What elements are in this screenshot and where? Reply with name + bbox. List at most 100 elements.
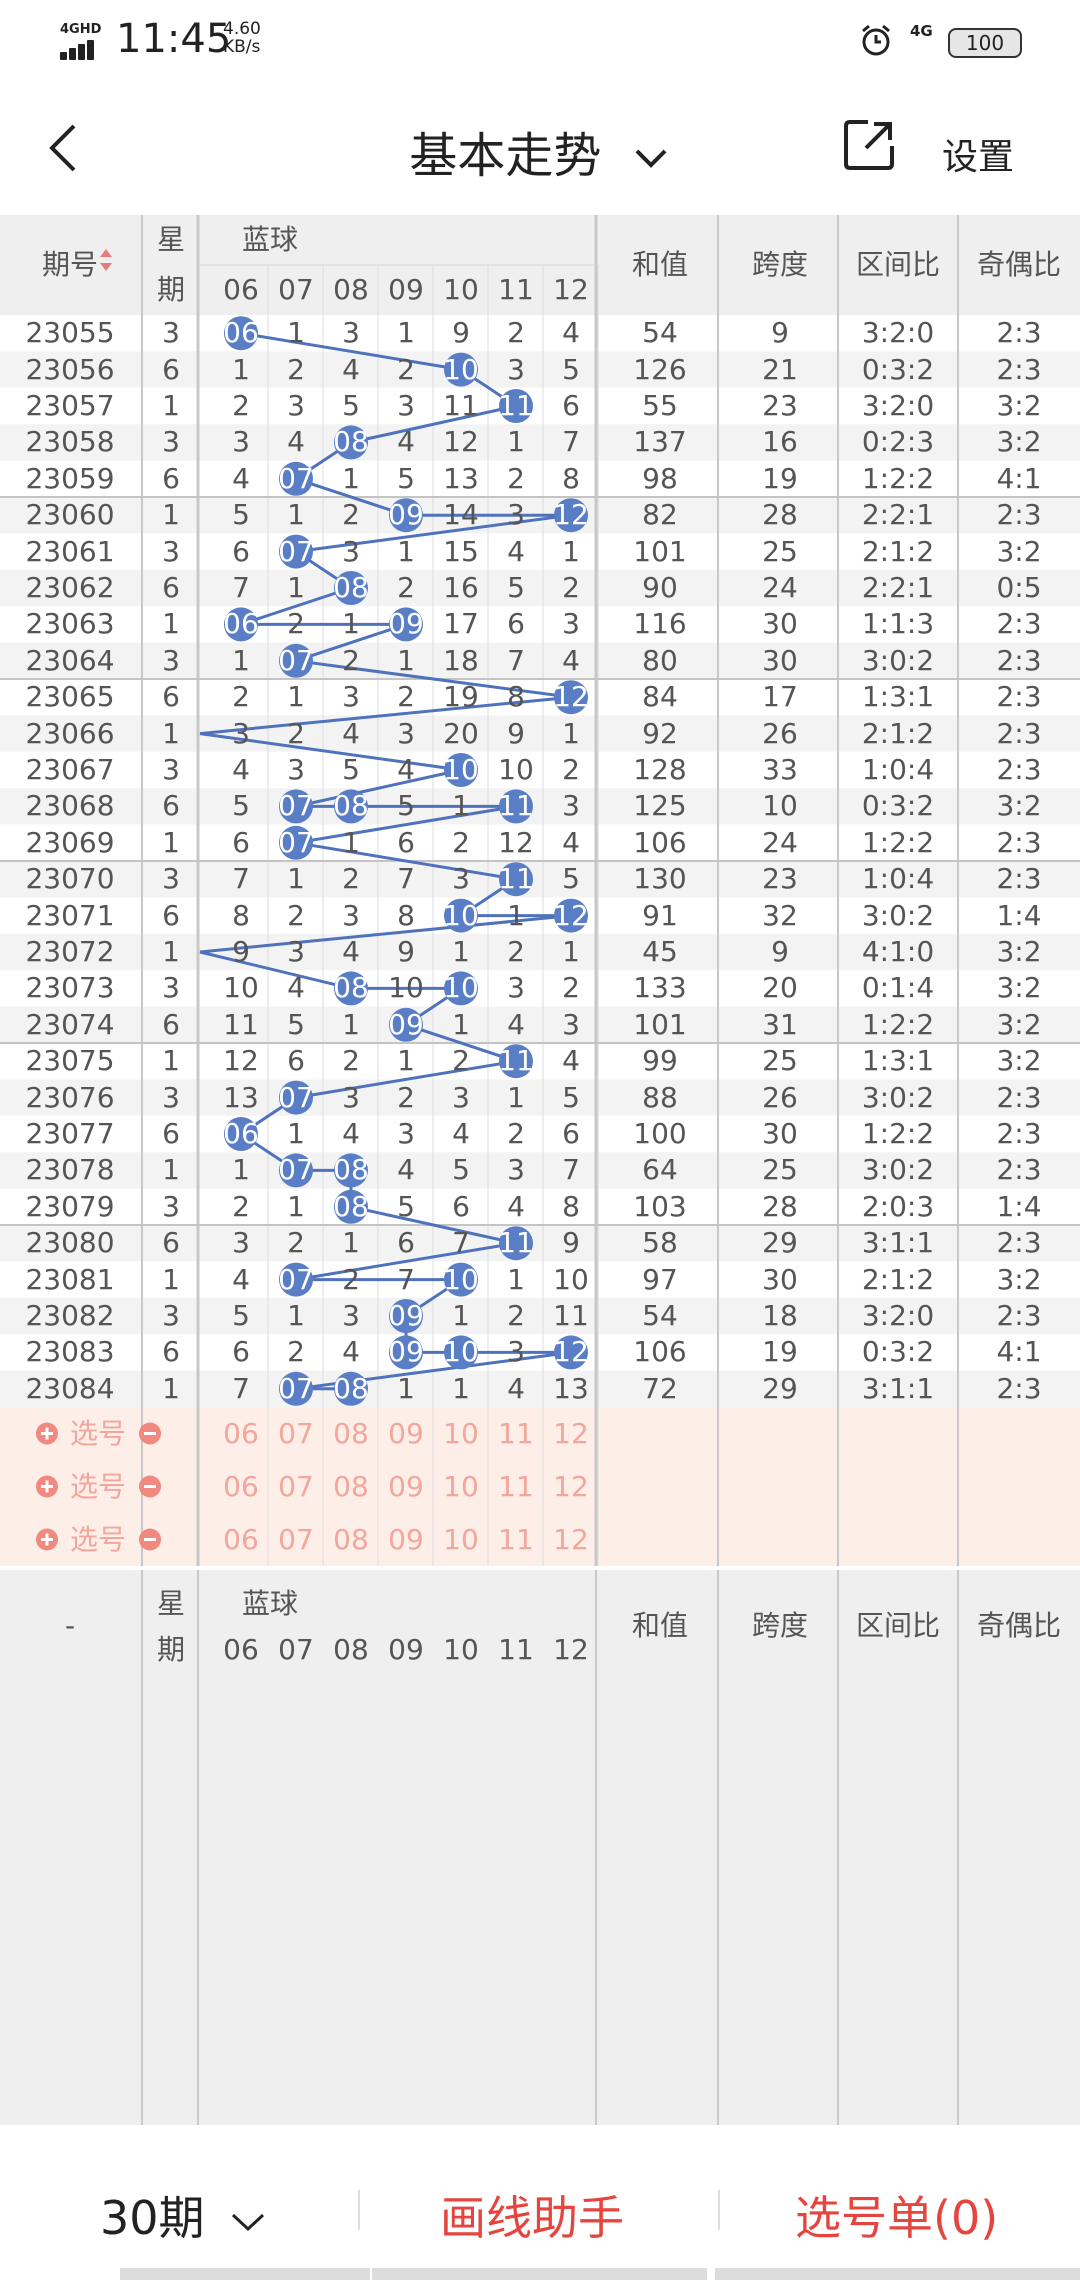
miss-count-cell: 10 [388,971,424,1005]
weekday-cell: 6 [162,461,180,495]
sum-cell: 58 [642,1226,678,1260]
weekday-cell: 6 [162,571,180,604]
pick-number[interactable]: 06 [223,1522,259,1556]
miss-count-cell: 4 [507,1007,525,1041]
weekday-cell: 3 [162,534,180,568]
pick-number[interactable]: 08 [333,1469,369,1503]
pick-number[interactable]: 07 [278,1416,314,1450]
sum-cell: 125 [633,789,687,823]
blue-ball [224,1117,258,1151]
blue-ball-number: 07 [278,1080,314,1114]
pick-number[interactable]: 10 [443,1469,479,1503]
odd-even-cell: 3:2 [996,935,1042,968]
odd-even-cell: 2:3 [996,643,1042,677]
pick-list-button[interactable]: 选号单(0) [795,2191,999,2245]
period-cell: 23079 [25,1189,115,1223]
span-cell: 26 [762,716,798,750]
miss-count-cell: 8 [562,461,580,495]
pick-number[interactable]: 06 [223,1416,259,1450]
zone-ratio-cell: 0:3:2 [861,789,935,823]
pick-number[interactable]: 07 [278,1522,314,1556]
pick-number[interactable]: 11 [498,1469,534,1503]
header-weekday-line1: 星 [156,223,185,256]
pick-number[interactable]: 11 [498,1416,534,1450]
pick-number[interactable]: 08 [333,1522,369,1556]
span-cell: 24 [762,825,798,859]
draw-helper-button[interactable]: 画线助手 [440,2191,624,2245]
miss-count-cell: 7 [562,425,580,459]
pick-number[interactable]: 07 [278,1469,314,1503]
pick-number[interactable]: 06 [223,1469,259,1503]
miss-count-cell: 5 [507,571,525,604]
weekday-cell: 3 [162,862,180,896]
miss-count-cell: 12 [223,1044,259,1078]
miss-count-cell: 4 [342,716,360,750]
pick-label[interactable]: 选号 [69,1469,126,1503]
pick-number[interactable]: 09 [388,1522,424,1556]
pick-number[interactable]: 08 [333,1416,369,1450]
miss-count-cell: 7 [452,1226,470,1260]
pick-number[interactable]: 12 [553,1522,589,1556]
weekday-cell: 6 [162,1117,180,1150]
miss-count-cell: 3 [342,534,360,568]
blue-ball [279,789,313,824]
pick-number[interactable]: 09 [388,1469,424,1503]
period-cell: 23066 [25,716,115,750]
period-cell: 23071 [25,898,115,932]
miss-count-cell: 1 [452,789,470,823]
sum-cell: 64 [642,1153,678,1187]
pick-number[interactable]: 12 [553,1469,589,1503]
zone-ratio-cell: 3:1:1 [861,1371,935,1405]
blue-ball-number: 12 [553,498,589,532]
miss-count-cell: 1 [342,1226,360,1260]
odd-even-cell: 1:4 [996,1189,1042,1223]
miss-count-cell: 1 [232,643,250,677]
chevron-left-icon[interactable] [40,118,88,178]
pick-number[interactable]: 09 [388,1416,424,1450]
settings-button[interactable]: 设置 [942,137,1015,178]
blue-ball [279,534,313,569]
miss-count-cell: 2 [342,1262,360,1296]
header-weekday-line2: 期 [156,273,185,306]
zone-ratio-cell: 2:2:1 [861,498,935,532]
header-period[interactable]: 期号 [41,248,98,281]
share-icon[interactable] [840,114,900,174]
miss-count-cell: 4 [397,425,415,459]
nav-bar: 基本走势 设置 [0,80,1080,215]
miss-count-cell: 1 [397,316,415,350]
pick-number[interactable]: 12 [553,1416,589,1450]
span-cell: 10 [762,789,798,823]
trend-line [240,586,352,626]
pick-label[interactable]: 选号 [69,1416,126,1450]
pick-label[interactable]: 选号 [69,1522,126,1556]
miss-count-cell: 7 [232,1371,250,1405]
pick-number[interactable]: 10 [443,1522,479,1556]
period-cell: 23082 [25,1299,115,1332]
miss-count-cell: 8 [562,1189,580,1223]
miss-count-cell: 1 [287,1299,305,1332]
miss-count-cell: 9 [507,716,525,750]
trend-table-cells: 期号星期蓝球 06 07 08 09 10 11 12 和值 跨度 区间比 奇偶比 23055 3 06 1 3… [0,215,1080,2125]
blue-ball-number: 11 [498,389,534,422]
miss-count-cell: 2 [287,352,305,386]
pick-number[interactable]: 11 [498,1522,534,1556]
period-cell: 23069 [25,825,115,859]
row-background [0,1370,1080,1407]
blue-ball-number: 10 [443,971,479,1005]
span-cell: 24 [762,571,798,604]
blue-ball [389,607,423,642]
miss-count-cell: 3 [562,789,580,823]
trend-line [350,1205,517,1245]
weekday-cell: 3 [162,1299,180,1332]
odd-even-cell: 0:5 [996,571,1042,604]
miss-count-cell: 6 [287,1044,305,1078]
blue-ball-number: 09 [388,1299,424,1332]
miss-count-cell: 7 [232,862,250,896]
miss-count-cell: 2 [342,1044,360,1078]
miss-count-cell: 2 [507,1117,525,1150]
period-selector[interactable]: 30期 [100,2182,267,2248]
page-title[interactable]: 基本走势 [0,116,1080,186]
miss-count-cell: 1 [342,1007,360,1041]
pick-number[interactable]: 10 [443,1416,479,1450]
blue-ball-number: 10 [443,352,479,386]
